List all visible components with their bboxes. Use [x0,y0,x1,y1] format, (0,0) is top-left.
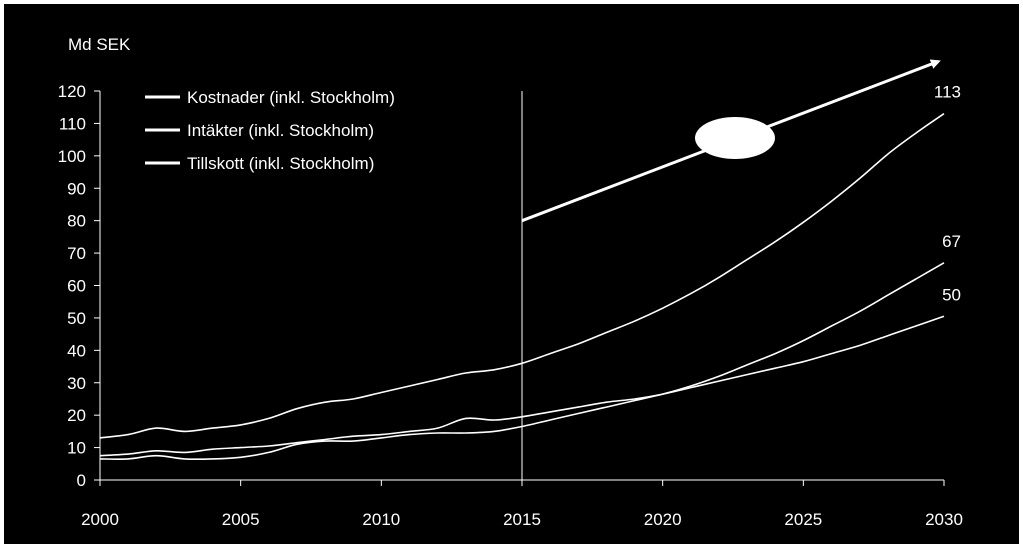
legend-label: Kostnader (inkl. Stockholm) [187,88,395,107]
x-tick-label: 2000 [81,510,119,529]
y-tick-label: 80 [67,212,86,231]
y-tick-label: 90 [67,179,86,198]
y-tick-label: 0 [77,471,86,490]
end-value-label: 113 [934,83,961,102]
series-lines [99,113,945,461]
series-line-kostnader [99,113,945,439]
y-tick-labels: 0 10 20 30 40 50 60 70 80 90 100 110 120 [58,82,86,490]
x-tick-label: 2025 [784,510,822,529]
y-tick-label: 10 [67,439,86,458]
x-tick-labels: 2000 2005 2010 2015 2020 2025 2030 [81,510,963,529]
y-axis-label: Md SEK [68,35,131,54]
annotations [521,59,941,223]
x-tick-label: 2020 [644,510,682,529]
x-tick-label: 2010 [362,510,400,529]
series-line-tillskott [99,315,945,457]
end-value-label: 50 [942,285,961,304]
x-tick-label: 2030 [925,510,963,529]
y-tick-label: 30 [67,374,86,393]
x-tick-label: 2015 [503,510,541,529]
legend-label: Tillskott (inkl. Stockholm) [187,154,374,173]
series-line-intakter [99,262,945,461]
y-tick-label: 50 [67,309,86,328]
y-tick-label: 20 [67,406,86,425]
x-tick-label: 2005 [222,510,260,529]
end-value-label: 67 [942,232,961,251]
y-tick-label: 60 [67,277,86,296]
y-tick-label: 70 [67,244,86,263]
y-tick-label: 100 [58,147,86,166]
y-tick-label: 110 [59,114,86,133]
y-tick-label: 120 [58,82,86,101]
plot-background [4,4,1019,544]
annotation-ellipse [695,117,775,159]
legend: Kostnader (inkl. Stockholm) Intäkter (ink… [145,88,395,173]
legend-label: Intäkter (inkl. Stockholm) [187,121,374,140]
y-tick-label: 40 [67,341,86,360]
end-labels: 113 67 50 [934,83,961,305]
